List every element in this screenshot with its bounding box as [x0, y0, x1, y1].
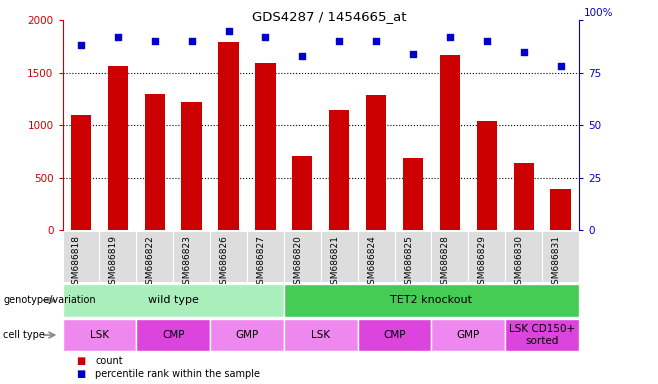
Bar — [218, 42, 239, 230]
Point — [482, 38, 492, 44]
Bar — [108, 66, 128, 230]
Text: LSK: LSK — [311, 330, 330, 340]
Text: GSM686824: GSM686824 — [367, 235, 376, 290]
Bar — [551, 189, 570, 230]
Point — [371, 38, 382, 44]
Point — [334, 38, 345, 44]
Bar — [63, 284, 284, 317]
Text: GDS4287 / 1454665_at: GDS4287 / 1454665_at — [252, 10, 406, 23]
Text: wild type: wild type — [148, 295, 199, 306]
Text: GSM686823: GSM686823 — [183, 235, 191, 290]
Bar — [284, 319, 358, 351]
Bar — [255, 63, 276, 230]
Text: GMP: GMP — [236, 330, 259, 340]
Point — [149, 38, 160, 44]
Text: genotype/variation: genotype/variation — [3, 295, 96, 306]
Text: GSM686825: GSM686825 — [404, 235, 413, 290]
Bar — [63, 319, 136, 351]
Bar — [358, 319, 432, 351]
Text: GSM686821: GSM686821 — [330, 235, 340, 290]
Bar — [513, 163, 534, 230]
Text: ■: ■ — [76, 356, 85, 366]
Text: GSM686818: GSM686818 — [72, 235, 81, 290]
Point — [260, 34, 270, 40]
Bar — [432, 319, 505, 351]
Text: GSM686826: GSM686826 — [220, 235, 228, 290]
Bar — [210, 319, 284, 351]
Text: GSM686822: GSM686822 — [146, 235, 155, 290]
Text: 100%: 100% — [584, 8, 614, 18]
Bar — [403, 158, 423, 230]
Point — [408, 51, 418, 57]
Bar — [182, 102, 202, 230]
Point — [445, 34, 455, 40]
Text: GMP: GMP — [457, 330, 480, 340]
Text: LSK: LSK — [90, 330, 109, 340]
Text: cell type: cell type — [3, 330, 45, 340]
Point — [186, 38, 197, 44]
Point — [76, 42, 86, 48]
Point — [223, 27, 234, 33]
Text: GSM686819: GSM686819 — [109, 235, 118, 290]
Bar — [145, 94, 165, 230]
Text: ■: ■ — [76, 369, 85, 379]
Bar — [505, 319, 579, 351]
Text: GSM686827: GSM686827 — [257, 235, 265, 290]
Bar — [136, 319, 210, 351]
Text: count: count — [95, 356, 123, 366]
Text: percentile rank within the sample: percentile rank within the sample — [95, 369, 261, 379]
Text: LSK CD150+
sorted: LSK CD150+ sorted — [509, 324, 575, 346]
Text: GSM686829: GSM686829 — [478, 235, 487, 290]
Text: TET2 knockout: TET2 knockout — [390, 295, 472, 306]
Bar — [71, 115, 91, 230]
Text: GSM686831: GSM686831 — [551, 235, 561, 290]
Text: GSM686820: GSM686820 — [293, 235, 302, 290]
Bar — [329, 111, 349, 230]
Text: CMP: CMP — [162, 330, 184, 340]
Bar — [292, 156, 313, 230]
Bar — [284, 284, 579, 317]
Text: CMP: CMP — [384, 330, 406, 340]
Point — [297, 53, 307, 59]
Bar — [440, 55, 460, 230]
Text: GSM686828: GSM686828 — [441, 235, 450, 290]
Bar — [366, 95, 386, 230]
Text: GSM686830: GSM686830 — [515, 235, 524, 290]
Point — [519, 48, 529, 55]
Point — [555, 63, 566, 70]
Point — [113, 34, 123, 40]
Bar — [476, 121, 497, 230]
